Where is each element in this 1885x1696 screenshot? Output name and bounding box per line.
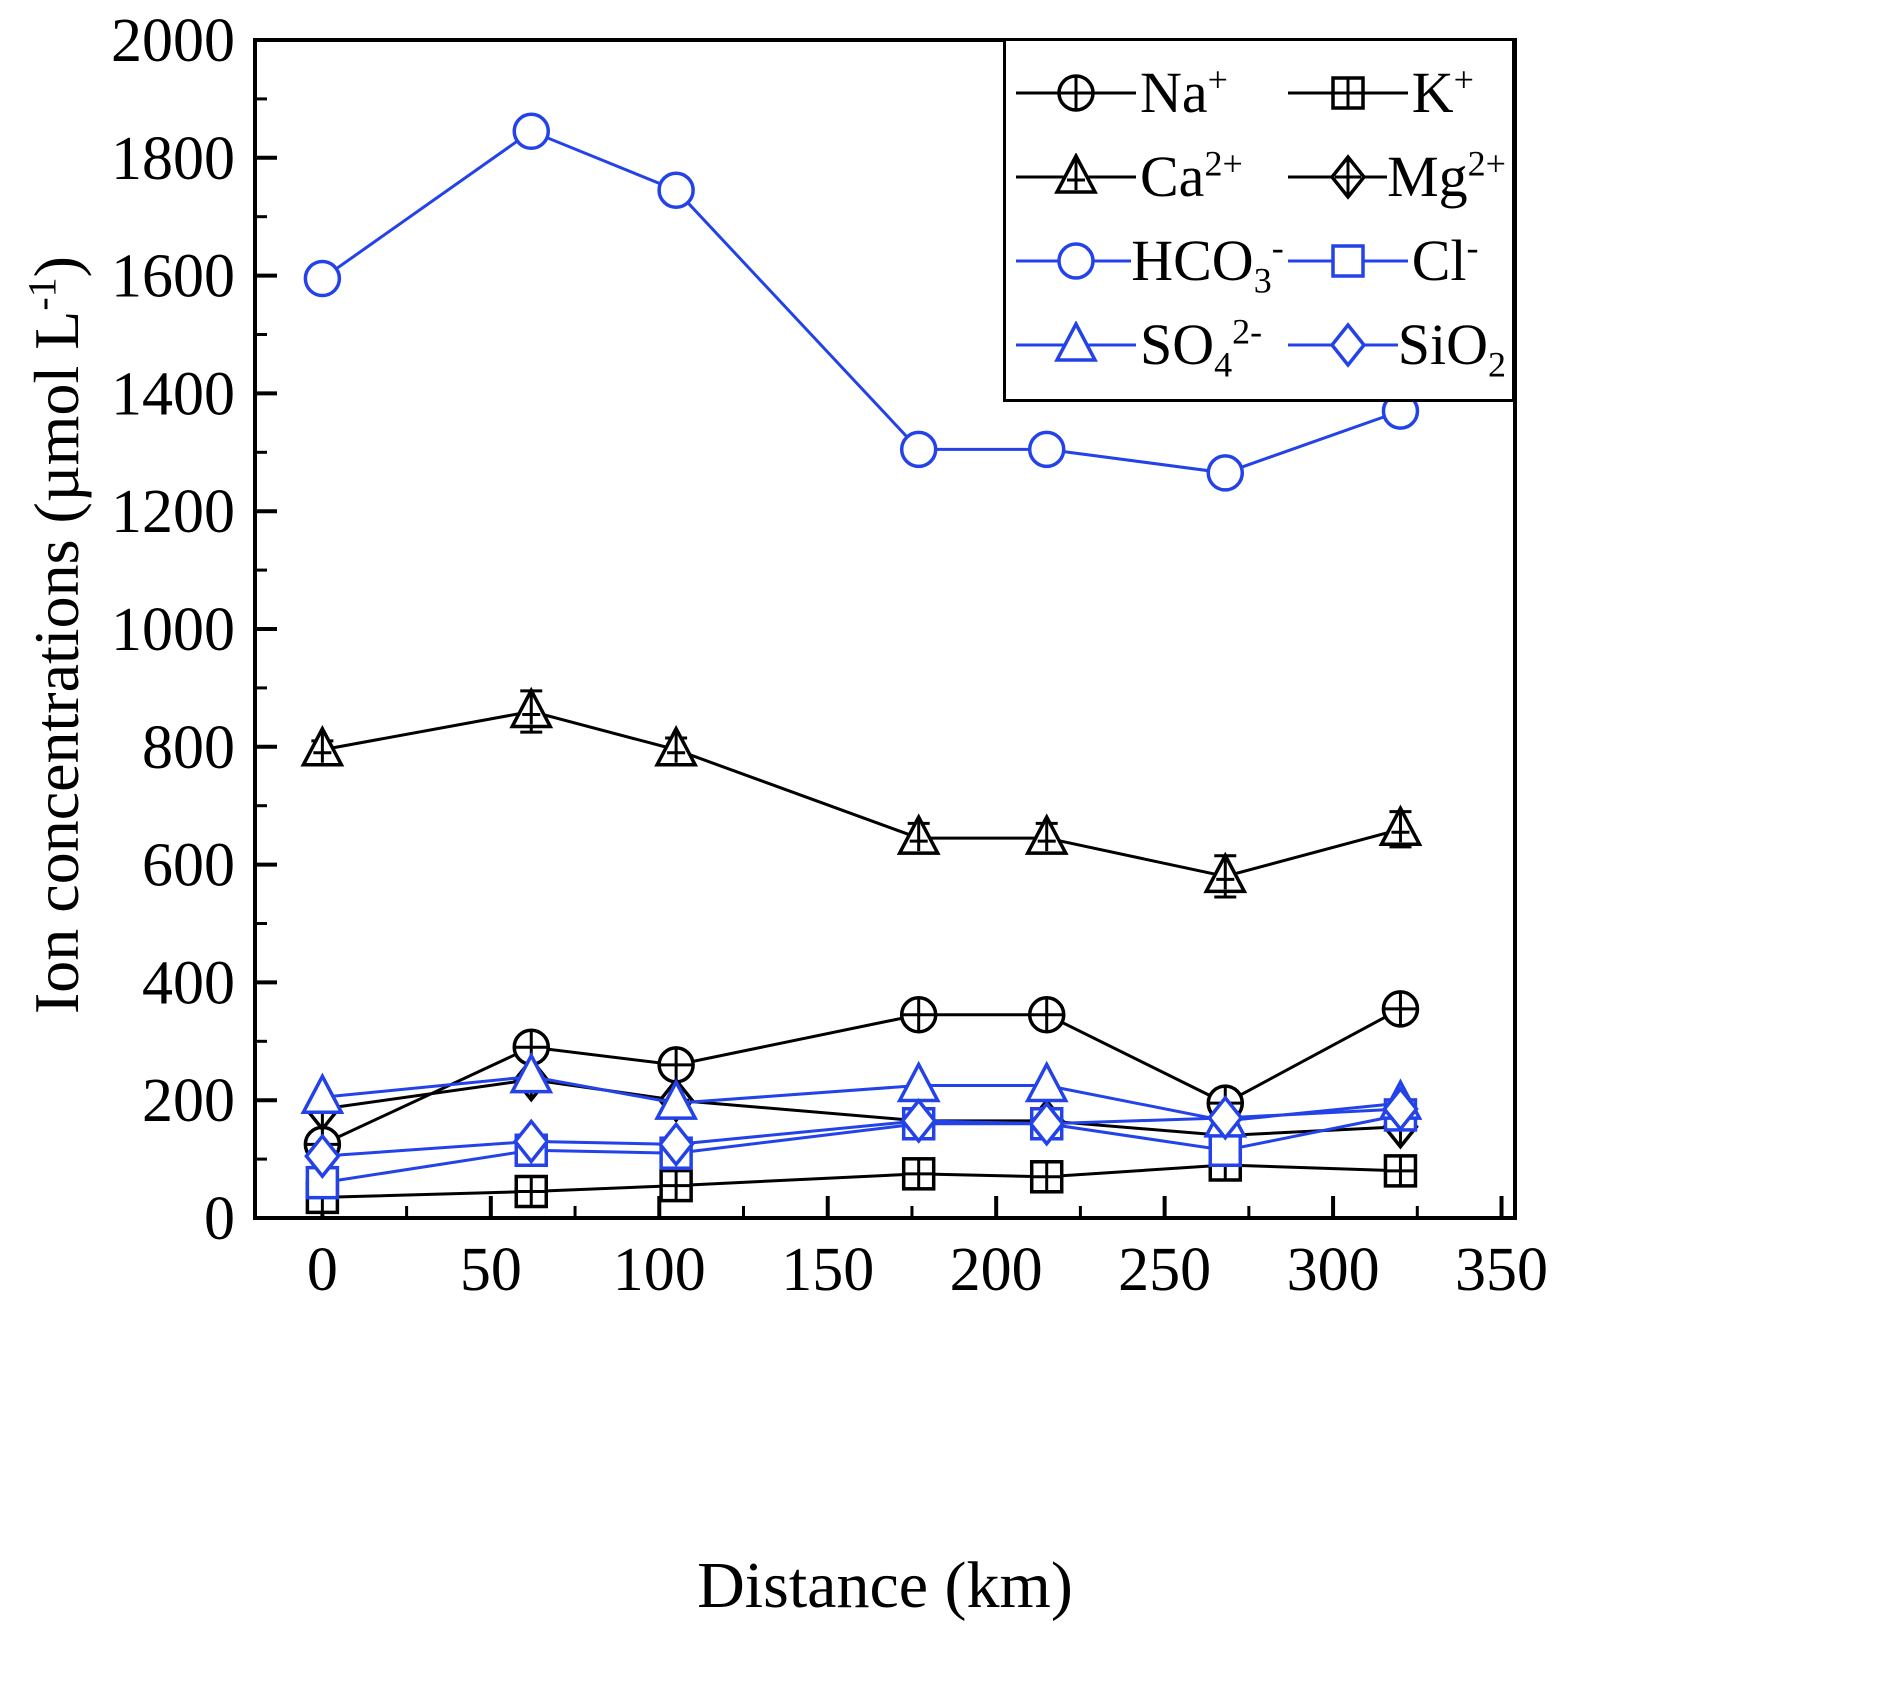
legend-row: HCO3- Cl- [1012, 219, 1506, 303]
legend-key-square [1287, 244, 1408, 278]
legend-item-K+: K+ [1284, 59, 1506, 125]
x-tick-label: 200 [950, 1236, 1043, 1304]
series-SiO2 [304, 1086, 1419, 1179]
triangle-marker [654, 1078, 699, 1120]
x-tick-label: 250 [1118, 1236, 1211, 1304]
x-axis-label: Distance (km) [697, 1549, 1073, 1622]
legend-key-diamond-plus [1287, 154, 1388, 200]
y-tick-label: 400 [142, 949, 235, 1017]
legend-item-SiO2: SiO2 [1284, 312, 1506, 385]
y-tick-label: 800 [142, 714, 235, 782]
legend-key-triangle-plus [1016, 153, 1136, 194]
triangle-marker [509, 1051, 554, 1094]
triangle-marker [1024, 1060, 1069, 1103]
circle-marker [303, 259, 342, 298]
circle-marker [512, 112, 551, 151]
circle-marker [657, 171, 695, 209]
legend-label-Na+: Na+ [1140, 59, 1228, 125]
legend-label-K+: K+ [1411, 59, 1474, 125]
circle-marker [1057, 242, 1095, 280]
y-axis-label: Ion concentrations (µmol L-1) [19, 256, 92, 1014]
legend-label-HCO3-: HCO3- [1131, 227, 1284, 301]
legend-label-Ca2+: Ca2+ [1140, 143, 1243, 209]
y-tick-label: 1200 [111, 478, 235, 546]
legend-row: Ca2+ Mg2+ [1012, 135, 1506, 219]
diamond-marker [1382, 1086, 1419, 1132]
legend-item-Ca2+: Ca2+ [1012, 143, 1284, 209]
series-Ca2+ [300, 686, 1423, 899]
series-line [322, 709, 1401, 878]
y-tick-label: 1000 [111, 596, 235, 664]
circle-marker [899, 430, 938, 469]
series-SO42- [300, 1051, 1423, 1138]
legend-row: SO42- SiO2 [1012, 303, 1506, 387]
legend-row: Na+ K+ [1012, 51, 1506, 135]
y-tick-label: 1600 [111, 243, 235, 311]
triangle-marker [1054, 321, 1098, 362]
circle-marker [1206, 454, 1245, 492]
legend-key-circle-plus [1016, 74, 1136, 112]
y-tick-label: 0 [204, 1185, 235, 1253]
legend-key-square-plus [1287, 76, 1408, 110]
legend-label-SO42-: SO42- [1140, 311, 1263, 385]
series-Na+ [303, 990, 1420, 1164]
legend-key-diamond [1287, 322, 1398, 368]
legend-key-triangle [1016, 321, 1136, 362]
square-marker [1330, 244, 1365, 278]
diamond-marker [304, 1133, 341, 1179]
y-tick-label: 200 [142, 1067, 235, 1135]
diamond-marker [1329, 322, 1366, 368]
x-tick-label: 0 [307, 1236, 338, 1304]
axis-ticks: 0 50 100 150 200 250 300 350 0 200 400 600 800 1000 12… [111, 7, 1548, 1304]
diamond-marker [1207, 1095, 1244, 1141]
y-tick-label: 600 [142, 832, 235, 900]
legend-item-SO42-: SO42- [1012, 311, 1284, 385]
circle-marker [1027, 430, 1066, 469]
legend: Na+ K+ Ca2+ Mg2+ HCO3- Cl- SO42- SiO2 [1003, 38, 1515, 402]
x-tick-label: 50 [460, 1236, 522, 1304]
triangle-marker [300, 1072, 345, 1115]
legend-label-Cl-: Cl- [1411, 227, 1479, 293]
diamond-marker [1028, 1100, 1065, 1147]
legend-item-Na+: Na+ [1012, 59, 1284, 125]
legend-label-SiO2: SiO2 [1397, 312, 1506, 385]
legend-item-Mg2+: Mg2+ [1284, 143, 1506, 209]
diamond-marker [657, 1121, 695, 1168]
diamond-marker [513, 1118, 550, 1165]
y-tick-label: 1400 [111, 360, 235, 428]
y-tick-label: 1800 [111, 125, 235, 193]
x-tick-label: 100 [613, 1236, 706, 1304]
x-tick-label: 150 [781, 1236, 874, 1304]
y-tick-label: 2000 [111, 7, 235, 75]
legend-item-HCO3-: HCO3- [1012, 227, 1284, 301]
triangle-marker [896, 1060, 941, 1103]
legend-key-circle [1016, 242, 1132, 280]
x-tick-label: 350 [1455, 1236, 1548, 1304]
legend-label-Mg2+: Mg2+ [1387, 143, 1506, 209]
legend-item-Cl-: Cl- [1284, 227, 1506, 293]
diamond-marker [900, 1098, 937, 1144]
x-tick-label: 300 [1287, 1236, 1380, 1304]
